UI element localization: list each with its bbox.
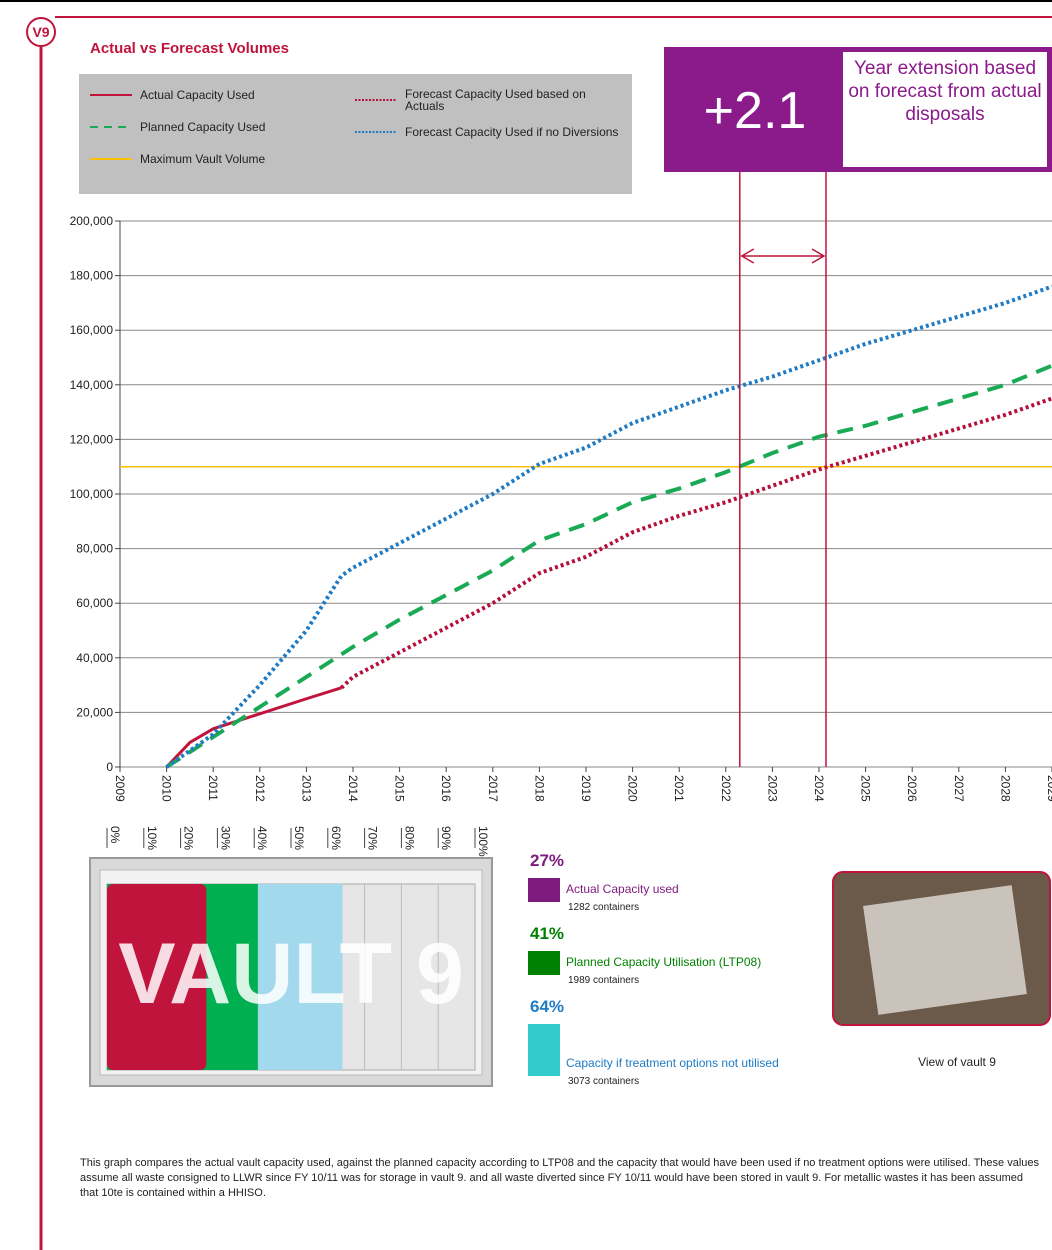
x-tick-label: 2013: [299, 775, 313, 802]
x-tick-label: 2019: [579, 775, 593, 802]
stat-percent: 64%: [530, 997, 564, 1016]
y-tick-label: 20,000: [76, 705, 113, 719]
stat-containers: 1989 containers: [568, 975, 639, 986]
gauge-tick-label: 70%: [366, 826, 380, 850]
stat-containers: 3073 containers: [568, 1076, 639, 1087]
legend-item: Maximum Vault Volume: [90, 153, 320, 165]
canvas: V9 Actual vs Forecast Volumes 0 20,000 40,…: [0, 0, 1052, 1250]
gauge-tick-label: 90%: [439, 826, 453, 850]
stat-percent: 41%: [530, 924, 564, 943]
x-tick-label: 2014: [346, 775, 360, 802]
legend-item: Forecast Capacity Used based on Actuals: [355, 88, 625, 112]
y-tick-label: 120,000: [70, 432, 114, 446]
x-tick-label: 2010: [160, 775, 174, 802]
y-tick-label: 80,000: [76, 542, 113, 556]
legend-item: Planned Capacity Used: [90, 121, 320, 133]
gauge-tick-label: 40%: [255, 826, 269, 850]
x-tick-label: 2020: [626, 775, 640, 802]
stat-label: Planned Capacity Utilisation (LTP08): [566, 955, 761, 969]
series-line: [167, 287, 1052, 767]
y-tick-label: 180,000: [70, 269, 114, 283]
stat-containers: 1282 containers: [568, 902, 639, 913]
gauge-tick-label: 0%: [108, 826, 122, 844]
legend-swatch: [90, 122, 134, 132]
gauge-tick-label: 80%: [402, 826, 416, 850]
legend-label: Maximum Vault Volume: [140, 153, 265, 165]
legend-label: Actual Capacity Used: [140, 89, 255, 101]
y-tick-label: 40,000: [76, 651, 113, 665]
x-tick-label: 2029: [1045, 775, 1052, 802]
y-tick-label: 140,000: [70, 378, 114, 392]
x-tick-label: 2023: [765, 775, 779, 802]
legend-swatch: [355, 127, 399, 137]
legend-swatch: [90, 90, 134, 100]
badge-text: V9: [32, 24, 49, 40]
photo-caption: View of vault 9: [918, 1055, 996, 1069]
gauge-tick-label: 50%: [292, 826, 306, 850]
x-tick-label: 2026: [905, 775, 919, 802]
chart-title: Actual vs Forecast Volumes: [90, 40, 289, 57]
top-rule: [0, 0, 1052, 2]
stat-percent: 27%: [530, 851, 564, 870]
y-tick-label: 100,000: [70, 487, 114, 501]
vault-photo-roof: [863, 885, 1027, 1015]
x-tick-label: 2012: [253, 775, 267, 802]
gauge-tick-label: 10%: [145, 826, 159, 850]
footnote: This graph compares the actual vault cap…: [80, 1156, 1040, 1201]
x-tick-label: 2017: [486, 775, 500, 802]
x-tick-label: 2024: [812, 775, 826, 802]
annotation-text: Year extension based on forecast from ac…: [846, 57, 1044, 126]
series-line: [167, 688, 342, 767]
stat-swatch: [528, 951, 560, 975]
gauge-tick-label: 100%: [476, 826, 490, 857]
y-tick-label: 60,000: [76, 596, 113, 610]
legend-label: Planned Capacity Used: [140, 121, 265, 133]
legend-label: Forecast Capacity Used based on Actuals: [405, 88, 625, 112]
x-tick-label: 2009: [113, 775, 127, 802]
stat-swatch: [528, 1024, 560, 1076]
x-tick-label: 2016: [439, 775, 453, 802]
y-tick-label: 0: [106, 760, 113, 774]
legend-label: Forecast Capacity Used if no Diversions: [405, 126, 618, 138]
x-tick-label: 2022: [719, 775, 733, 802]
y-tick-label: 200,000: [70, 214, 114, 228]
legend-swatch: [355, 95, 399, 105]
y-tick-label: 160,000: [70, 323, 114, 337]
legend-item: Forecast Capacity Used if no Diversions: [355, 126, 625, 138]
annotation-value: +2.1: [704, 82, 807, 140]
gauge-label: VAULT 9: [118, 926, 464, 1022]
gauge-tick-label: 30%: [218, 826, 232, 850]
x-tick-label: 2025: [859, 775, 873, 802]
page: V9 Actual vs Forecast Volumes 0 20,000 40,…: [0, 0, 1052, 1250]
stat-label: Capacity if treatment options not utilis…: [566, 1056, 779, 1070]
x-tick-label: 2021: [672, 775, 686, 802]
stat-swatch: [528, 878, 560, 902]
arrow: [742, 249, 824, 263]
x-tick-label: 2011: [206, 775, 220, 801]
x-tick-label: 2015: [393, 775, 407, 802]
legend-item: Actual Capacity Used: [90, 89, 320, 101]
stat-label: Actual Capacity used: [566, 882, 679, 896]
x-tick-label: 2018: [532, 775, 546, 802]
series-line: [341, 398, 1052, 687]
x-tick-label: 2028: [998, 775, 1012, 802]
legend-swatch: [90, 154, 134, 164]
gauge-tick-label: 20%: [182, 826, 196, 850]
gauge-tick-label: 60%: [329, 826, 343, 850]
series-line: [167, 366, 1052, 767]
x-tick-label: 2027: [952, 775, 966, 802]
